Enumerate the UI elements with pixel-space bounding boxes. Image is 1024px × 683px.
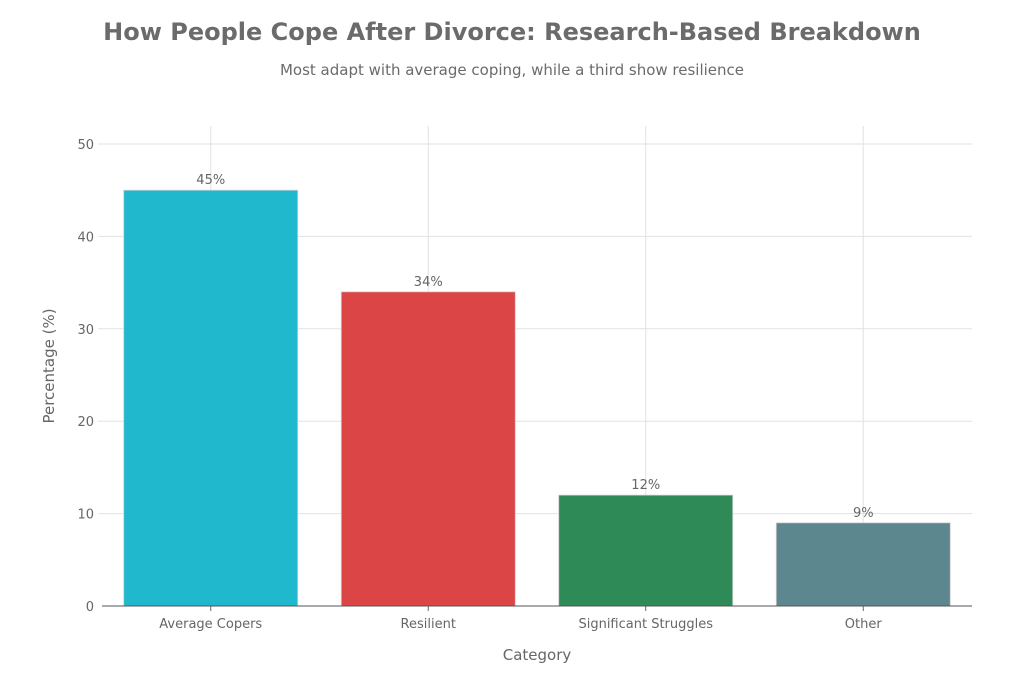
bar-average-copers: [123, 189, 299, 607]
bar-significant-struggles: [558, 494, 734, 607]
data-label: 34%: [414, 275, 443, 290]
y-tick-label: 20: [77, 415, 94, 430]
data-label: 45%: [196, 173, 225, 188]
y-tick-label: 10: [77, 508, 94, 523]
x-tick-label: Other: [845, 617, 883, 632]
x-axis-label: Category: [503, 646, 572, 664]
x-tick-label: Significant Struggles: [578, 617, 713, 632]
data-label: 9%: [853, 506, 874, 521]
chart-subtitle: Most adapt with average coping, while a …: [279, 61, 745, 79]
bar-resilient: [340, 291, 516, 607]
x-tick-label: Resilient: [401, 617, 456, 632]
y-tick-label: 0: [86, 600, 94, 615]
data-label: 12%: [631, 478, 660, 493]
y-tick-label: 50: [77, 138, 94, 153]
x-tick-label: Average Copers: [159, 617, 262, 632]
y-tick-label: 30: [77, 323, 94, 338]
y-axis-label: Percentage (%): [40, 308, 58, 423]
y-tick-label: 40: [77, 230, 94, 245]
bar-other: [775, 522, 951, 607]
chart-title: How People Cope After Divorce: Research-…: [103, 18, 921, 46]
